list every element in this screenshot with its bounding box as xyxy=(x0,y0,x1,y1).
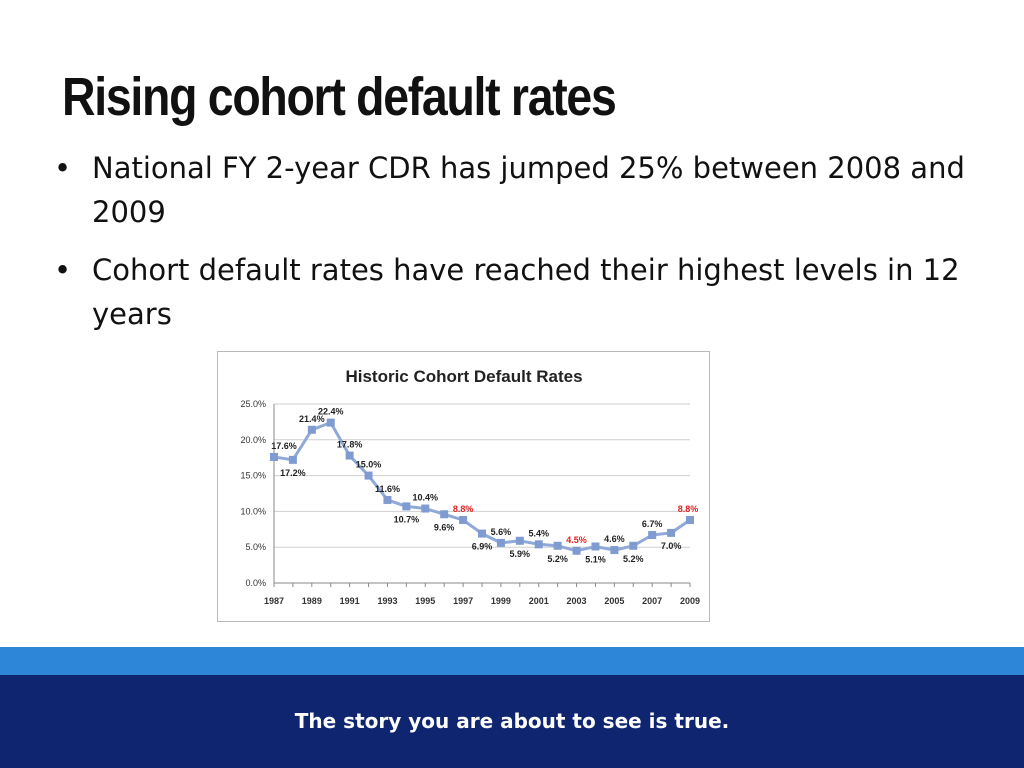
x-tick-label: 1993 xyxy=(377,596,397,606)
x-tick-label: 2007 xyxy=(642,596,662,606)
data-point xyxy=(534,540,543,549)
data-label: 21.4% xyxy=(299,414,325,424)
data-label: 10.4% xyxy=(413,493,439,503)
data-point xyxy=(459,515,468,524)
x-tick-label: 2009 xyxy=(680,596,700,606)
data-label: 10.7% xyxy=(394,514,420,524)
data-label: 7.0% xyxy=(661,541,682,551)
bullet-list: • National FY 2-year CDR has jumped 25% … xyxy=(52,146,992,350)
data-point xyxy=(515,536,524,545)
bullet-text: Cohort default rates have reached their … xyxy=(92,253,960,331)
cohort-default-chart: Historic Cohort Default Rates 0.0% 5.0% 10… xyxy=(240,367,700,606)
data-point xyxy=(610,546,619,555)
data-point xyxy=(648,531,657,540)
x-tick-label: 1995 xyxy=(415,596,435,606)
x-tick-label: 1997 xyxy=(453,596,473,606)
data-label: 5.9% xyxy=(510,549,531,559)
data-point xyxy=(421,504,430,513)
x-tick-label: 1989 xyxy=(302,596,322,606)
footer-stripe xyxy=(0,647,1024,675)
data-point xyxy=(478,529,486,538)
data-label: 15.0% xyxy=(356,460,382,470)
slide-title: Rising cohort default rates xyxy=(62,67,617,127)
y-tick-label: 15.0% xyxy=(240,471,266,481)
data-label: 4.5% xyxy=(566,535,587,545)
data-point xyxy=(667,528,676,537)
data-label: 9.6% xyxy=(434,522,455,532)
data-point xyxy=(496,538,505,547)
data-point xyxy=(288,455,297,464)
x-tick-label: 2005 xyxy=(604,596,624,606)
data-label: 6.7% xyxy=(642,519,663,529)
data-point xyxy=(364,471,373,480)
bullet-item: • Cohort default rates have reached thei… xyxy=(52,248,992,336)
data-label: 5.2% xyxy=(623,554,644,564)
data-label: 6.9% xyxy=(472,542,493,552)
data-point xyxy=(591,542,600,551)
data-label: 17.2% xyxy=(280,468,306,478)
data-point xyxy=(326,418,335,427)
bullet-text: National FY 2-year CDR has jumped 25% be… xyxy=(92,151,965,229)
data-label: 11.6% xyxy=(375,484,400,494)
x-tick-label: 1987 xyxy=(264,596,284,606)
data-label: 17.8% xyxy=(337,440,363,450)
data-label: 5.2% xyxy=(547,554,568,564)
data-label: 17.6% xyxy=(271,441,297,451)
data-label: 8.8% xyxy=(678,504,699,514)
y-tick-label: 10.0% xyxy=(240,506,266,516)
bullet-dot-icon: • xyxy=(54,151,72,185)
x-tick-label: 1999 xyxy=(491,596,511,606)
data-point xyxy=(686,515,694,524)
data-label: 22.4% xyxy=(318,407,344,417)
data-point xyxy=(345,451,354,460)
data-label: 8.8% xyxy=(453,504,474,514)
data-point xyxy=(270,452,278,461)
x-tick-label: 2001 xyxy=(529,596,549,606)
chart-title: Historic Cohort Default Rates xyxy=(345,367,582,386)
y-tick-label: 0.0% xyxy=(245,578,266,588)
footer-caption: The story you are about to see is true. xyxy=(294,709,730,733)
data-point xyxy=(383,495,392,504)
chart-image-frame: Historic Cohort Default Rates 0.0% 5.0% 10… xyxy=(217,351,710,622)
y-tick-label: 20.0% xyxy=(240,435,266,445)
data-label: 4.6% xyxy=(604,534,625,544)
data-point xyxy=(440,510,449,519)
data-label: 5.4% xyxy=(528,528,549,538)
data-point xyxy=(553,541,562,550)
footer-band xyxy=(0,675,1024,768)
y-tick-label: 25.0% xyxy=(240,399,266,409)
bullet-item: • National FY 2-year CDR has jumped 25% … xyxy=(52,146,992,234)
data-point xyxy=(402,502,411,511)
data-point xyxy=(629,541,638,550)
x-tick-label: 1991 xyxy=(340,596,360,606)
data-point xyxy=(307,425,316,434)
bullet-dot-icon: • xyxy=(54,253,72,287)
data-label: 5.1% xyxy=(585,554,606,564)
data-point xyxy=(572,546,581,555)
y-tick-label: 5.0% xyxy=(245,542,266,552)
x-tick-label: 2003 xyxy=(567,596,587,606)
data-label: 5.6% xyxy=(491,527,512,537)
